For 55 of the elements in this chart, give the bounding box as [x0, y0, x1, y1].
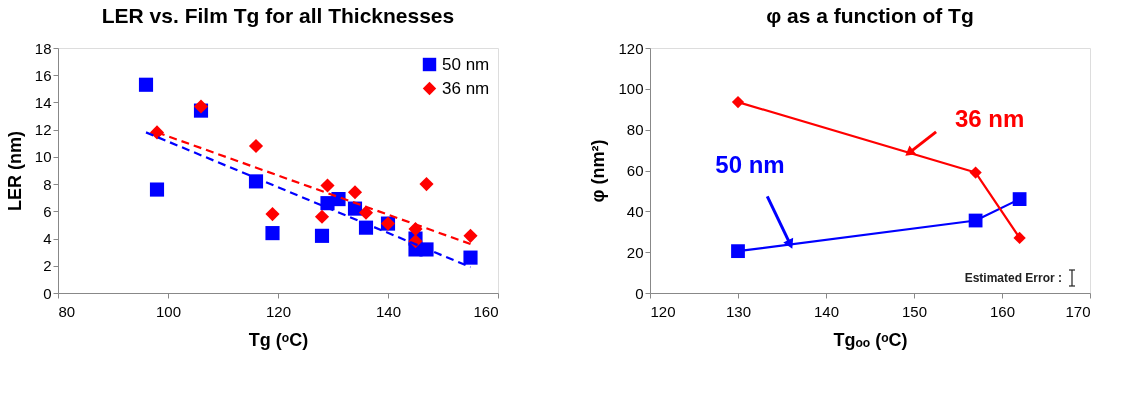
point [463, 250, 478, 265]
point [265, 226, 280, 241]
chart-title: LER vs. Film Tg for all Thicknesses [101, 4, 455, 27]
point [149, 182, 165, 197]
annotation: Estimated Error : [964, 271, 1062, 285]
legend-label: 36 nm [442, 78, 490, 98]
point [320, 178, 335, 193]
point [193, 99, 209, 114]
y-tick-label: 8 [43, 175, 52, 193]
y-tick-label: 20 [626, 243, 644, 261]
y-tick-label: 14 [34, 93, 52, 111]
point [358, 205, 374, 220]
x-tick-label: 160 [989, 302, 1016, 320]
x-tick-label: 170 [1065, 302, 1091, 320]
y-tick-label: 100 [618, 80, 644, 98]
y-tick-label: 10 [34, 148, 52, 166]
point [138, 77, 154, 92]
point [347, 185, 363, 200]
point [248, 138, 264, 154]
y-tick-label: 2 [43, 257, 52, 275]
x-axis-title: Tgₒₒ (ᵒC) [833, 329, 908, 350]
point [314, 209, 330, 224]
y-tick-label: 12 [34, 121, 52, 139]
y-axis-title: φ (nm²) [588, 139, 609, 203]
point [358, 220, 374, 235]
x-tick-label: 160 [473, 302, 499, 320]
x-tick-label: 100 [155, 302, 182, 320]
y-tick-label: 0 [635, 284, 644, 302]
x-tick-label: 130 [725, 302, 752, 320]
y-tick-label: 18 [34, 39, 52, 57]
x-tick-label: 80 [58, 302, 76, 320]
y-tick-label: 60 [626, 162, 644, 179]
y-tick-label: 40 [626, 202, 644, 220]
point [419, 177, 434, 192]
chart-title: φ as a function of Tg [766, 4, 974, 27]
point [265, 206, 280, 222]
x-tick-label: 140 [813, 302, 840, 320]
x-tick-label: 140 [375, 302, 402, 320]
y-tick-label: 16 [34, 66, 52, 84]
y-tick-label: 80 [626, 121, 644, 139]
y-tick-label: 6 [43, 202, 52, 220]
y-axis-title: LER (nm) [4, 131, 25, 211]
x-tick-label: 120 [265, 302, 292, 320]
x-tick-label: 120 [650, 302, 676, 320]
legend-label: 50 nm [442, 54, 490, 74]
text: 50 nm [715, 151, 785, 179]
point [314, 228, 330, 243]
series-label: 36 nm [954, 104, 1025, 132]
y-tick-label: 120 [618, 39, 644, 57]
point [419, 242, 434, 257]
point [463, 228, 478, 243]
y-tick-label: 0 [43, 284, 52, 302]
y-tick-label: 4 [43, 230, 52, 248]
x-tick-label: 150 [901, 302, 928, 320]
x-axis-title: Tg (ᵒC) [248, 329, 309, 350]
